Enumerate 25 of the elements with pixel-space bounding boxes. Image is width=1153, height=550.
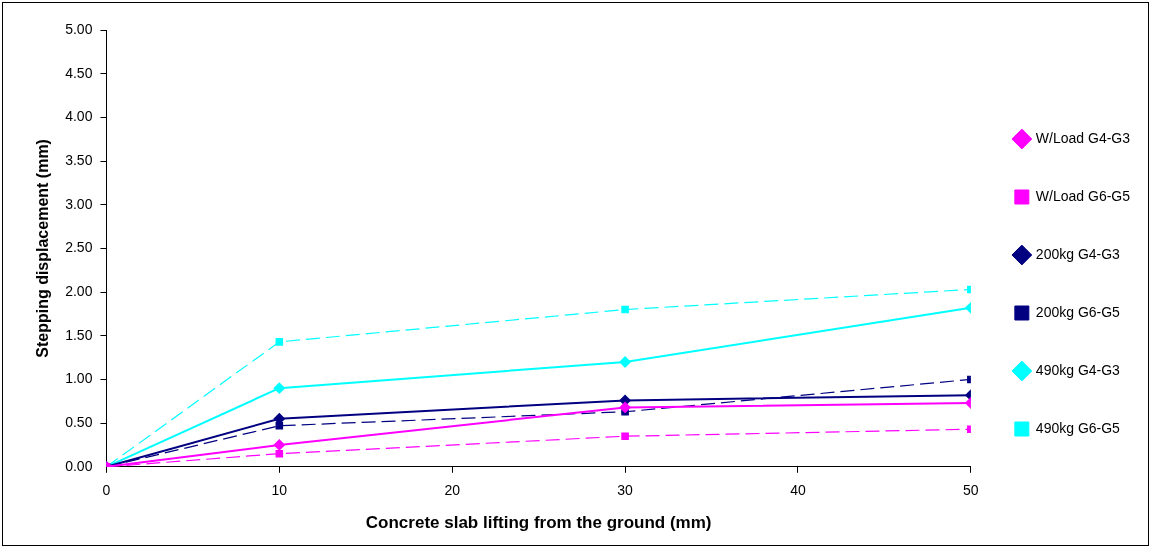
x-tick-label: 30 [617,482,634,499]
x-tick-label: 0 [102,482,111,499]
y-tick-label: 3.50 [65,151,93,168]
legend-label: 490kg G4-G3 [1035,361,1121,378]
y-tick-label: 0.50 [65,413,93,430]
legend-label: W/Load G4-G3 [1035,129,1131,146]
y-tick-label: 2.50 [65,239,93,256]
y-axis-title: Stepping displacement (mm) [34,139,52,358]
x-tick-label: 40 [790,482,806,499]
legend-label: 490kg G6-G5 [1035,419,1121,436]
y-tick-label: 3.00 [65,195,93,212]
y-tick-label: 1.00 [65,370,93,387]
y-tick-label: 2.00 [65,282,93,299]
y-tick-label: 4.00 [65,108,93,125]
legend-label: 200kg G6-G5 [1035,303,1121,320]
y-tick-label: 1.50 [65,326,93,343]
x-tick-label: 50 [963,482,979,499]
y-tick-label: 0.00 [65,457,93,474]
y-tick-label: 4.50 [65,64,93,81]
x-axis-title: Concrete slab lifting from the ground (mm) [365,513,712,533]
legend-label: 200kg G4-G3 [1035,245,1121,262]
y-tick-label: 5.00 [65,20,93,37]
x-tick-label: 10 [271,482,288,499]
legend-label: W/Load G6-G5 [1035,187,1131,204]
x-tick-label: 20 [444,482,461,499]
